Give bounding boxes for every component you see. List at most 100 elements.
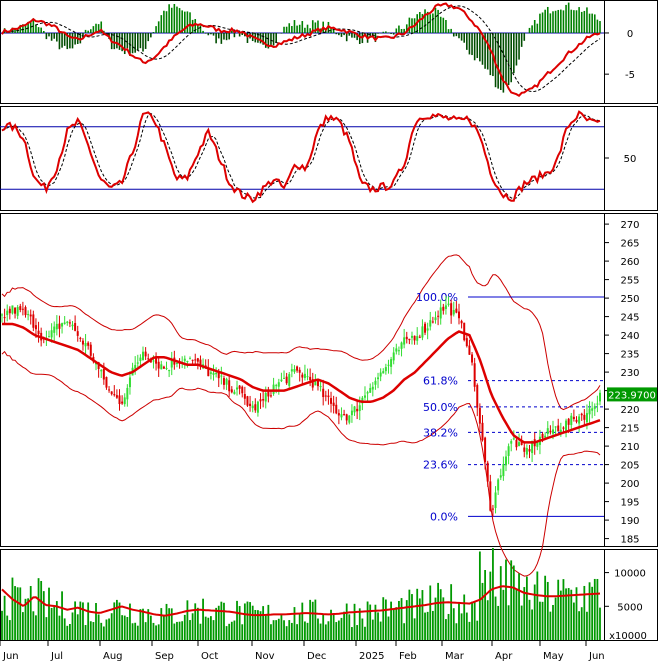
candle-body (473, 363, 476, 387)
candle-body (413, 335, 416, 341)
candle-body (162, 366, 165, 369)
macd-signal-line (1, 5, 601, 93)
x-tick-label: Sep (155, 651, 174, 662)
candle-body (444, 305, 447, 309)
x-tick-label: Jun (588, 651, 605, 662)
candle-body (50, 330, 53, 338)
tick-label: 230 (620, 368, 639, 379)
candle-body (102, 369, 105, 380)
tick-label: 270 (620, 220, 639, 231)
tick-label: 10000 (614, 569, 646, 580)
candle-body (225, 378, 228, 385)
candle-body (374, 380, 377, 385)
tick-label: 185 (620, 535, 639, 546)
candle-body (557, 425, 560, 432)
candle-body (254, 404, 257, 411)
candle-body (152, 360, 155, 362)
candle-body (191, 359, 194, 361)
candle-body (580, 413, 583, 416)
candle-body (358, 405, 361, 412)
candle-body (504, 456, 507, 466)
candle-body (369, 388, 372, 393)
candle-body (21, 308, 24, 310)
candle-body (494, 492, 497, 509)
candle-body (53, 326, 56, 333)
fib-label: 23.6% (423, 459, 458, 472)
candle-body (24, 307, 27, 316)
candle-body (280, 379, 283, 382)
candle-body (290, 369, 293, 372)
candle-body (345, 414, 348, 421)
candle-body (186, 361, 189, 363)
candle-body (484, 437, 487, 463)
candle-body (465, 338, 468, 347)
candle-body (395, 348, 398, 352)
x-tick-label: Apr (495, 651, 513, 662)
candle-body (139, 357, 142, 361)
candle-body (528, 449, 531, 452)
candle-body (275, 385, 278, 387)
candle-body (259, 399, 262, 402)
tick-label: 265 (620, 239, 639, 250)
candle-body (155, 358, 158, 364)
candle-body (48, 336, 51, 338)
candle-body (209, 372, 212, 374)
last-price-tag (607, 387, 657, 402)
tick-label: 255 (620, 276, 639, 287)
tick-label: 245 (620, 313, 639, 324)
candle-body (220, 375, 223, 377)
candle-body (199, 359, 202, 367)
volume-unit-label: x10000 (609, 631, 647, 642)
candle-body (541, 433, 544, 438)
candle-body (8, 308, 11, 314)
price-panel: 100.0% 61.8% 50.0% 38.2% 23.6% 0.0% 270 265 260 2… (1, 220, 657, 577)
candle-body (525, 447, 528, 455)
candle-body (251, 405, 254, 409)
candle-body (277, 382, 280, 387)
candle-body (1, 314, 3, 316)
stoch-k-line (1, 110, 601, 204)
volume-panel: 10000 5000 x10000 (1, 548, 647, 642)
candle-body (269, 395, 272, 397)
candle-body (314, 380, 317, 386)
tick-label: 200 (620, 479, 639, 490)
candle-body (11, 305, 14, 314)
candle-body (335, 404, 338, 414)
candle-body (554, 426, 557, 428)
stoch-d-line (1, 112, 601, 200)
candle-body (285, 376, 288, 384)
x-tick-label: 2025 (359, 651, 384, 662)
candle-body (301, 374, 304, 378)
candle-body (478, 407, 481, 424)
candle-body (421, 326, 424, 338)
candle-body (416, 336, 419, 341)
candle-body (296, 366, 299, 371)
fib-label: 100.0% (416, 291, 458, 304)
candle-body (89, 344, 92, 356)
candle-body (14, 307, 17, 314)
candle-body (243, 394, 246, 399)
candle-body (160, 364, 163, 370)
last-price-label: 223.9700 (608, 390, 656, 401)
tick-label: 220 (620, 405, 639, 416)
candle-body (118, 395, 121, 405)
candle-body (356, 408, 359, 412)
upper-band (1, 254, 601, 411)
fib-label: 61.8% (423, 375, 458, 388)
x-tick-label: Oct (201, 651, 218, 662)
candle-body (228, 380, 231, 392)
candle-body (410, 335, 413, 338)
candle-body (327, 395, 330, 398)
volume-average-line (1, 585, 601, 617)
candle-body (322, 388, 325, 398)
candle-body (108, 389, 111, 391)
candle-body (585, 413, 588, 423)
tick-label: -5 (625, 70, 635, 81)
candle-body (337, 413, 340, 416)
candle-body (6, 310, 9, 316)
candle-body (384, 367, 387, 372)
candle-body (463, 322, 466, 341)
fib-label: 50.0% (423, 401, 458, 414)
candle-body (241, 386, 244, 394)
candle-body (429, 320, 432, 327)
